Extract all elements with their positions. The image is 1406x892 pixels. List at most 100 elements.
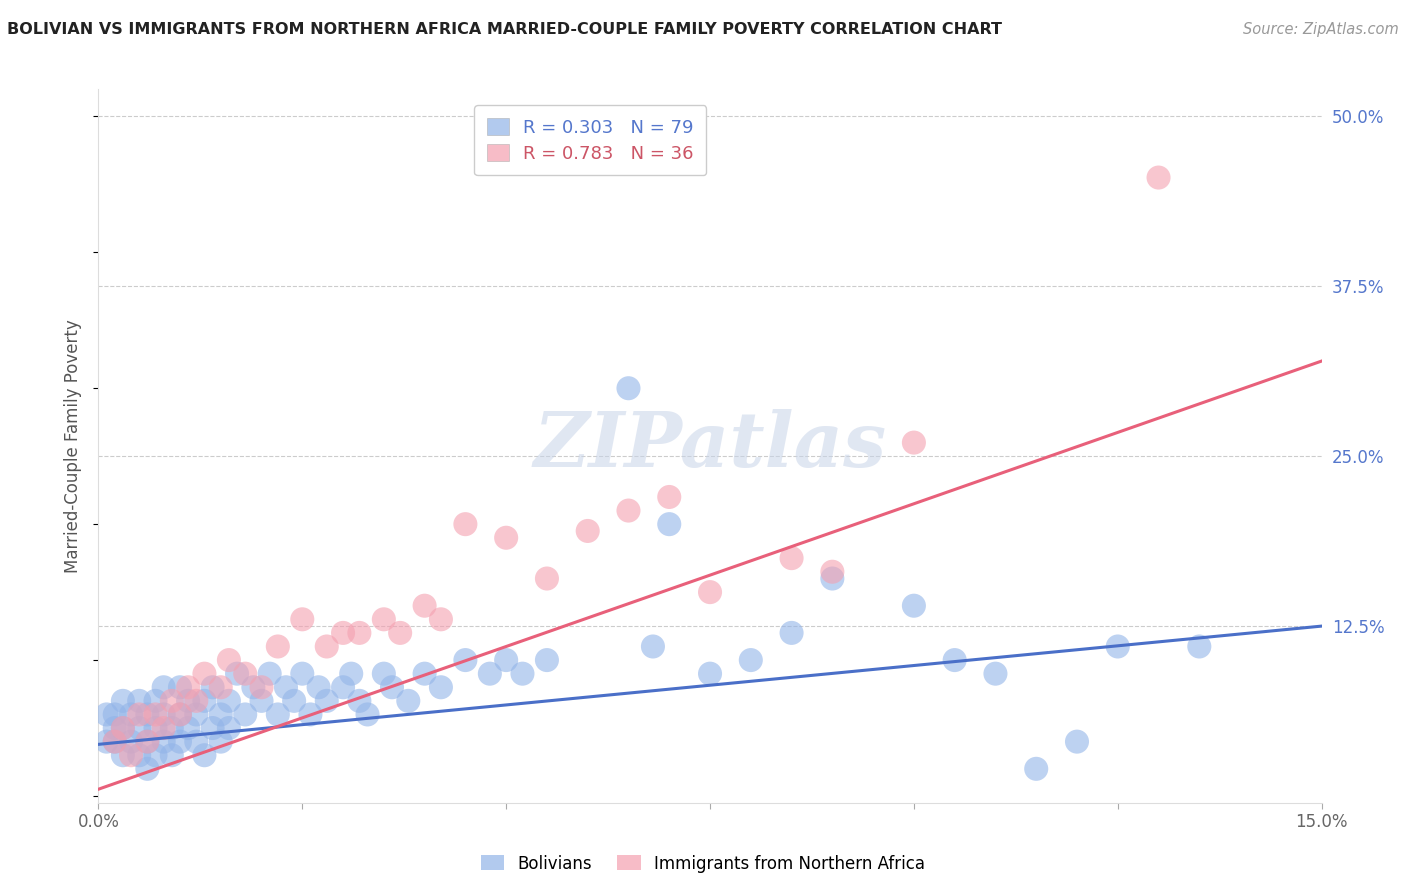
Point: [186, 707, 208, 722]
Point: [349, 626, 371, 640]
Text: BOLIVIAN VS IMMIGRANTS FROM NORTHERN AFRICA MARRIED-COUPLE FAMILY POVERTY CORREL: BOLIVIAN VS IMMIGRANTS FROM NORTHERN AFR…: [7, 22, 1002, 37]
Point: [315, 640, 337, 654]
Point: [128, 748, 150, 763]
Point: [233, 707, 256, 722]
Point: [104, 721, 127, 735]
Point: [821, 565, 844, 579]
Point: [209, 680, 232, 694]
Point: [152, 734, 174, 748]
Point: [340, 666, 363, 681]
Point: [495, 653, 517, 667]
Point: [617, 381, 640, 395]
Point: [226, 666, 249, 681]
Point: [218, 721, 240, 735]
Point: [169, 734, 191, 748]
Point: [136, 734, 159, 748]
Point: [699, 585, 721, 599]
Point: [984, 666, 1007, 681]
Point: [658, 490, 681, 504]
Point: [1107, 640, 1129, 654]
Point: [283, 694, 305, 708]
Point: [128, 707, 150, 722]
Point: [373, 666, 395, 681]
Point: [903, 599, 925, 613]
Point: [193, 666, 215, 681]
Point: [641, 640, 664, 654]
Point: [186, 734, 208, 748]
Point: [349, 694, 371, 708]
Point: [740, 653, 762, 667]
Point: [308, 680, 330, 694]
Point: [111, 721, 134, 735]
Point: [903, 435, 925, 450]
Point: [259, 666, 281, 681]
Point: [943, 653, 966, 667]
Point: [152, 721, 174, 735]
Point: [120, 734, 142, 748]
Point: [250, 680, 273, 694]
Point: [430, 612, 453, 626]
Legend: Bolivians, Immigrants from Northern Africa: Bolivians, Immigrants from Northern Afri…: [474, 848, 932, 880]
Point: [617, 503, 640, 517]
Point: [209, 734, 232, 748]
Point: [536, 653, 558, 667]
Point: [104, 734, 127, 748]
Point: [120, 748, 142, 763]
Point: [136, 734, 159, 748]
Point: [373, 612, 395, 626]
Point: [478, 666, 501, 681]
Point: [389, 626, 412, 640]
Point: [201, 721, 224, 735]
Point: [658, 517, 681, 532]
Point: [1025, 762, 1047, 776]
Point: [160, 721, 183, 735]
Point: [218, 694, 240, 708]
Point: [145, 721, 167, 735]
Point: [177, 680, 200, 694]
Point: [128, 694, 150, 708]
Point: [186, 694, 208, 708]
Point: [152, 707, 174, 722]
Point: [381, 680, 404, 694]
Point: [160, 694, 183, 708]
Point: [111, 721, 134, 735]
Point: [177, 694, 200, 708]
Point: [136, 707, 159, 722]
Point: [177, 721, 200, 735]
Point: [780, 626, 803, 640]
Point: [332, 626, 354, 640]
Point: [396, 694, 419, 708]
Point: [209, 707, 232, 722]
Point: [169, 680, 191, 694]
Point: [201, 680, 224, 694]
Point: [111, 748, 134, 763]
Point: [218, 653, 240, 667]
Point: [160, 748, 183, 763]
Point: [1147, 170, 1170, 185]
Point: [242, 680, 264, 694]
Point: [536, 572, 558, 586]
Text: ZIPatlas: ZIPatlas: [533, 409, 887, 483]
Point: [193, 694, 215, 708]
Point: [120, 707, 142, 722]
Point: [430, 680, 453, 694]
Point: [413, 599, 436, 613]
Point: [274, 680, 297, 694]
Point: [128, 721, 150, 735]
Point: [169, 707, 191, 722]
Point: [104, 707, 127, 722]
Point: [111, 694, 134, 708]
Point: [454, 517, 477, 532]
Point: [96, 734, 118, 748]
Point: [699, 666, 721, 681]
Point: [291, 666, 314, 681]
Point: [332, 680, 354, 694]
Point: [576, 524, 599, 538]
Point: [780, 551, 803, 566]
Point: [250, 694, 273, 708]
Point: [136, 762, 159, 776]
Point: [356, 707, 378, 722]
Point: [299, 707, 322, 722]
Point: [495, 531, 517, 545]
Point: [1188, 640, 1211, 654]
